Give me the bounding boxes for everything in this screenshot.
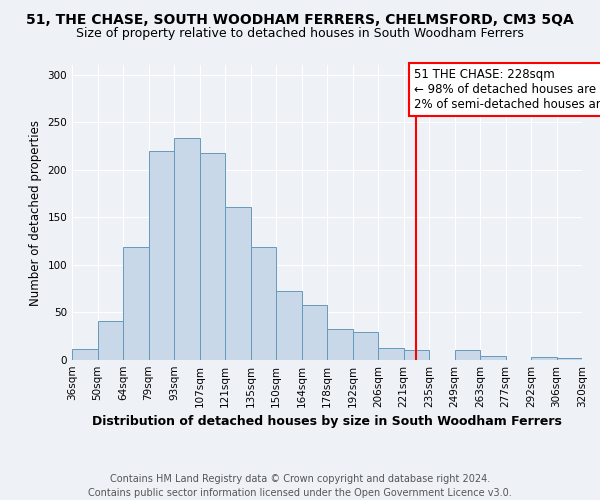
Bar [97,321,123,360]
Bar [123,247,149,360]
Bar [455,350,480,360]
Text: 51, THE CHASE, SOUTH WOODHAM FERRERS, CHELMSFORD, CM3 5QA: 51, THE CHASE, SOUTH WOODHAM FERRERS, CH… [26,12,574,26]
Bar [72,348,97,360]
Bar [276,292,302,360]
Bar [199,152,225,360]
Bar [149,150,174,360]
X-axis label: Distribution of detached houses by size in South Woodham Ferrers: Distribution of detached houses by size … [92,416,562,428]
Bar [378,348,404,360]
Text: Contains HM Land Registry data © Crown copyright and database right 2024.
Contai: Contains HM Land Registry data © Crown c… [88,474,512,498]
Bar [531,357,557,360]
Bar [174,138,199,360]
Bar [404,350,429,360]
Bar [225,207,251,360]
Bar [251,247,276,360]
Bar [353,332,378,360]
Bar [327,328,353,360]
Text: 51 THE CHASE: 228sqm
← 98% of detached houses are smaller (1,325)
2% of semi-det: 51 THE CHASE: 228sqm ← 98% of detached h… [414,68,600,111]
Bar [302,305,327,360]
Bar [557,358,582,360]
Y-axis label: Number of detached properties: Number of detached properties [29,120,42,306]
Bar [480,356,505,360]
Text: Size of property relative to detached houses in South Woodham Ferrers: Size of property relative to detached ho… [76,28,524,40]
